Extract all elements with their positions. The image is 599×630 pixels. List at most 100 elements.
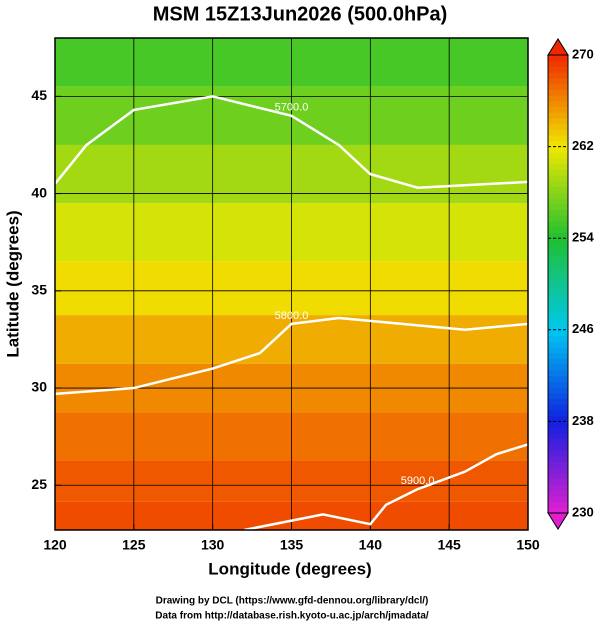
colorbar-cell bbox=[548, 243, 568, 251]
colorbar-tick-label: 262 bbox=[572, 138, 594, 153]
colorbar-min-arrow bbox=[547, 512, 569, 530]
colorbar-cell bbox=[548, 186, 568, 193]
colorbar-cell bbox=[548, 158, 568, 165]
colorbar-cell bbox=[548, 318, 568, 325]
colorbar-cell bbox=[548, 329, 568, 337]
colorbar-cell bbox=[548, 450, 568, 457]
colorbar-cell bbox=[548, 444, 568, 451]
colorbar-cell bbox=[548, 215, 568, 222]
colorbar-cell bbox=[548, 175, 568, 182]
colorbar-cell bbox=[548, 364, 568, 371]
colorbar-cell bbox=[548, 421, 568, 428]
colorbar-cell bbox=[548, 66, 568, 73]
colorbar-cell bbox=[548, 255, 568, 262]
x-tick-label: 150 bbox=[516, 537, 540, 553]
colorbar-cell bbox=[548, 335, 568, 342]
colorbar-cell bbox=[548, 117, 568, 125]
x-tick-label: 120 bbox=[43, 537, 67, 553]
colorbar-cell bbox=[548, 140, 568, 148]
colorbar-tick-label: 238 bbox=[572, 413, 594, 428]
colorbar-cell bbox=[548, 306, 568, 314]
colorbar-cell bbox=[548, 129, 568, 136]
colorbar-cell bbox=[548, 180, 568, 188]
colorbar-cell bbox=[548, 295, 568, 302]
colorbar-cell bbox=[548, 209, 568, 216]
colorbar-cell bbox=[548, 95, 568, 102]
x-tick-label: 130 bbox=[201, 537, 225, 553]
colorbar-cell bbox=[548, 478, 568, 485]
colorbar-cell bbox=[548, 266, 568, 274]
colorbar-cell bbox=[548, 163, 568, 170]
colorbar-cell bbox=[548, 501, 568, 508]
chart-title: MSM 15Z13Jun2026 (500.0hPa) bbox=[153, 3, 448, 25]
y-tick-label: 45 bbox=[31, 87, 47, 103]
colorbar-cell bbox=[548, 472, 568, 480]
colorbar-cell bbox=[548, 427, 568, 434]
colorbar-cell bbox=[548, 358, 568, 365]
colorbar-cell bbox=[548, 507, 568, 514]
contour-label: 5700.0 bbox=[275, 102, 309, 114]
colorbar-cell bbox=[548, 232, 568, 239]
colorbar-tick-label: 254 bbox=[572, 230, 594, 245]
colorbar-cell bbox=[548, 404, 568, 411]
colorbar-cell bbox=[548, 467, 568, 474]
x-tick-label: 125 bbox=[122, 537, 146, 553]
colorbar-cell bbox=[548, 238, 568, 245]
colorbar-cell bbox=[548, 398, 568, 405]
colorbar-cell bbox=[548, 261, 568, 268]
footer-source: Data from http://database.rish.kyoto-u.a… bbox=[155, 611, 429, 622]
colorbar-cell bbox=[548, 346, 568, 354]
colorbar-cell bbox=[548, 392, 568, 399]
colorbar-cell bbox=[548, 387, 568, 394]
colorbar-cell bbox=[548, 324, 568, 331]
y-tick-label: 30 bbox=[31, 379, 47, 395]
colorbar-cell bbox=[548, 301, 568, 308]
contour-line bbox=[55, 95, 528, 189]
colorbar-cell bbox=[548, 352, 568, 359]
colorbar-cell bbox=[548, 192, 568, 199]
colorbar-cell bbox=[548, 415, 568, 422]
colorbar-cell bbox=[548, 284, 568, 291]
colorbar-cell bbox=[548, 272, 568, 279]
colorbar-cell bbox=[548, 381, 568, 388]
colorbar-cell bbox=[548, 169, 568, 176]
colorbar-cell bbox=[548, 83, 568, 90]
colorbar-cell bbox=[548, 289, 568, 296]
colorbar-cell bbox=[548, 432, 568, 440]
contour-line bbox=[243, 443, 528, 530]
colorbar-cell bbox=[548, 455, 568, 462]
colorbar-cell bbox=[548, 135, 568, 142]
colorbar-cell bbox=[548, 495, 568, 503]
colorbar-cell bbox=[548, 369, 568, 377]
colorbar-cell bbox=[548, 490, 568, 497]
colorbar-cell bbox=[548, 112, 568, 119]
colorbar-cell bbox=[548, 312, 568, 319]
colorbar-tick-label: 246 bbox=[572, 321, 594, 336]
colorbar-cell bbox=[548, 106, 568, 113]
colorbar-cell bbox=[548, 123, 568, 130]
contour-label: 5900.0 bbox=[401, 475, 435, 487]
colorbar-cell bbox=[548, 249, 568, 256]
colorbar-cell bbox=[548, 438, 568, 445]
colorbar-cell bbox=[548, 100, 568, 108]
y-axis-label: Latitude (degrees) bbox=[3, 210, 22, 357]
colorbar-cell bbox=[548, 152, 568, 159]
x-tick-label: 140 bbox=[359, 537, 383, 553]
y-tick-label: 40 bbox=[31, 184, 47, 200]
x-tick-label: 135 bbox=[280, 537, 304, 553]
colorbar-cell bbox=[548, 226, 568, 233]
footer-credit: Drawing by DCL (https://www.gfd-dennou.o… bbox=[156, 596, 429, 607]
colorbar-cell bbox=[548, 341, 568, 348]
colorbar-tick-label: 270 bbox=[572, 46, 594, 61]
colorbar-cell bbox=[548, 77, 568, 85]
colorbar-cell bbox=[548, 55, 568, 62]
contour-line bbox=[55, 316, 528, 396]
x-tick-label: 145 bbox=[437, 537, 461, 553]
colorbar-cell bbox=[548, 89, 568, 96]
colorbar-cell bbox=[548, 72, 568, 79]
colorbar-cell bbox=[548, 461, 568, 468]
colorbar-cell bbox=[548, 146, 568, 153]
colorbar-cell bbox=[548, 198, 568, 205]
overlay-layer: 120 125 130 135 140 145 150 25 30 35 40 45 5700.0 580… bbox=[31, 37, 594, 553]
